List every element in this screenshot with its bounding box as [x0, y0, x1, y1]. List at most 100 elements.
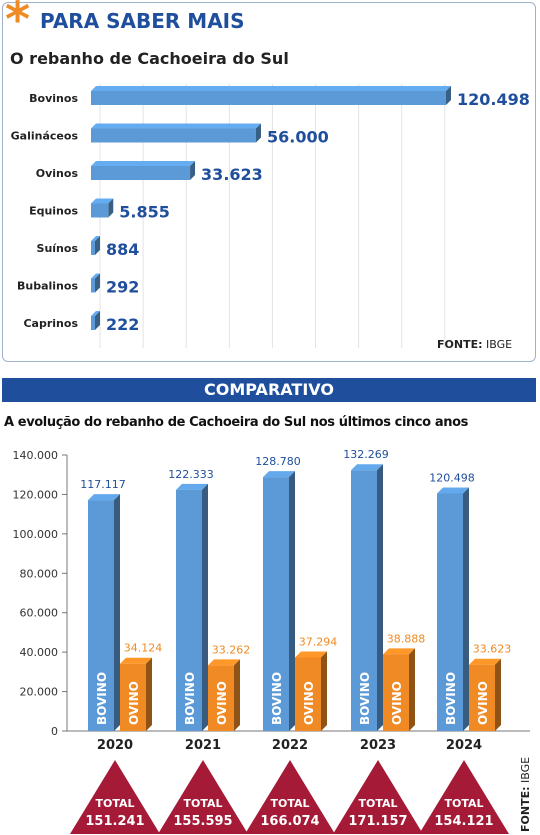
total-label: TOTAL: [358, 797, 397, 810]
bar-side: [95, 311, 100, 330]
comparativo-banner: [2, 378, 536, 402]
bovino-bar-top: [176, 483, 208, 490]
bar: [91, 128, 256, 143]
ovino-series-label: OVINO: [302, 681, 316, 725]
bar-side: [190, 161, 196, 180]
total-triangle: [158, 760, 248, 834]
bovino-bar: [88, 500, 114, 731]
ovino-bar-side: [495, 658, 501, 731]
total-triangle: [245, 760, 335, 834]
total-label: TOTAL: [183, 797, 222, 810]
bar-top: [91, 198, 114, 204]
source-bottom: FONTE: IBGE: [519, 757, 532, 832]
bovino-series-label: BOVINO: [444, 672, 458, 725]
total-value: 166.074: [260, 814, 319, 829]
bovino-bar-side: [377, 464, 383, 731]
ovino-value-label: 34.124: [124, 642, 163, 655]
bar-side: [108, 198, 114, 218]
asterisk-icon: *: [5, 0, 31, 48]
bovino-series-label: BOVINO: [183, 672, 197, 725]
bar: [91, 91, 446, 105]
ovino-value-label: 37.294: [299, 635, 338, 648]
ovino-series-label: OVINO: [476, 681, 490, 725]
bovino-value-label: 132.269: [343, 448, 389, 461]
y-tick-label: 40.000: [20, 646, 59, 659]
value-label: 292: [106, 278, 139, 297]
category-label: Galináceos: [11, 130, 79, 143]
bar: [91, 278, 95, 293]
category-label: Bubalinos: [17, 280, 78, 293]
chart-subtitle: O rebanho de Cachoeira do Sul: [10, 49, 289, 68]
bar-top: [91, 161, 196, 166]
ovino-value-label: 33.262: [212, 643, 251, 656]
ovino-bar-side: [321, 651, 327, 731]
bovino-bar-side: [114, 494, 120, 731]
ovino-bar: [295, 657, 321, 731]
value-label: 5.855: [119, 203, 170, 222]
ovino-bar-top: [295, 651, 327, 658]
y-tick-label: 80.000: [20, 567, 59, 580]
evolution-bar-chart: 0 20.000 40.000 60.000 80.000 100.000 120.000 1…: [13, 448, 530, 834]
category-label: Caprinos: [23, 317, 78, 330]
bovino-series-label: BOVINO: [358, 672, 372, 725]
ovino-value-label: 33.623: [473, 643, 512, 656]
total-label: TOTAL: [270, 797, 309, 810]
bar-top: [91, 86, 451, 91]
ovino-bar: [383, 654, 409, 731]
bovino-bar: [351, 470, 377, 731]
ovino-bar-side: [409, 648, 415, 731]
bovino-bar: [263, 477, 289, 731]
ovino-series-label: OVINO: [215, 681, 229, 725]
bar-top: [91, 236, 100, 241]
source-value: IBGE: [519, 756, 532, 783]
value-label: 33.623: [201, 165, 263, 184]
value-label: 120.498: [457, 90, 530, 109]
bar-top: [91, 123, 261, 129]
bovino-bar-side: [463, 487, 469, 731]
total-value: 151.241: [85, 814, 144, 829]
ovino-value-label: 38.888: [387, 632, 426, 645]
source-top: FONTE: IBGE: [437, 338, 512, 351]
total-value: 171.157: [348, 814, 407, 829]
y-tick-label: 100.000: [13, 528, 59, 541]
y-tick-label: 140.000: [13, 449, 59, 462]
bar: [91, 166, 191, 180]
bar-side: [255, 123, 261, 143]
bovino-bar-top: [88, 494, 120, 501]
bovino-bar: [176, 489, 202, 731]
ovino-bar-top: [208, 659, 240, 666]
y-tick-label: 0: [51, 725, 58, 738]
bovino-bar-top: [263, 471, 295, 478]
category-label: Bovinos: [29, 92, 78, 105]
bovino-value-label: 122.333: [168, 468, 214, 481]
bar: [91, 203, 109, 218]
ovino-bar: [469, 664, 495, 731]
bovino-bar-top: [351, 464, 383, 471]
y-tick-label: 120.000: [13, 488, 59, 501]
bovino-series-label: BOVINO: [270, 672, 284, 725]
bar: [91, 316, 95, 330]
value-label: 56.000: [267, 128, 329, 147]
ovino-bar-side: [146, 657, 152, 731]
bovino-bar-side: [289, 471, 295, 731]
ovino-bar-top: [469, 658, 501, 665]
bovino-value-label: 120.498: [429, 471, 475, 484]
ovino-bar-top: [383, 648, 415, 655]
source-label: FONTE:: [519, 786, 532, 833]
total-label: TOTAL: [95, 797, 134, 810]
page-title: PARA SABER MAIS: [40, 9, 245, 33]
category-label: Suínos: [37, 242, 79, 255]
year-label: 2022: [272, 738, 308, 753]
total-value: 155.595: [173, 814, 232, 829]
total-triangle: [70, 760, 160, 834]
comparison-subtitle: A evolução do rebanho de Cachoeira do Su…: [4, 415, 468, 430]
bar-top: [91, 273, 100, 279]
total-value: 154.121: [434, 814, 493, 829]
source-label: FONTE:: [437, 338, 483, 351]
bovino-series-label: BOVINO: [95, 672, 109, 725]
y-tick-label: 20.000: [20, 686, 59, 699]
y-tick-label: 60.000: [20, 607, 59, 620]
bar-side: [95, 273, 100, 293]
herd-bar-chart: Bovinos 120.498 Galináceos 56.000 Ovinos 33.6…: [11, 84, 530, 348]
